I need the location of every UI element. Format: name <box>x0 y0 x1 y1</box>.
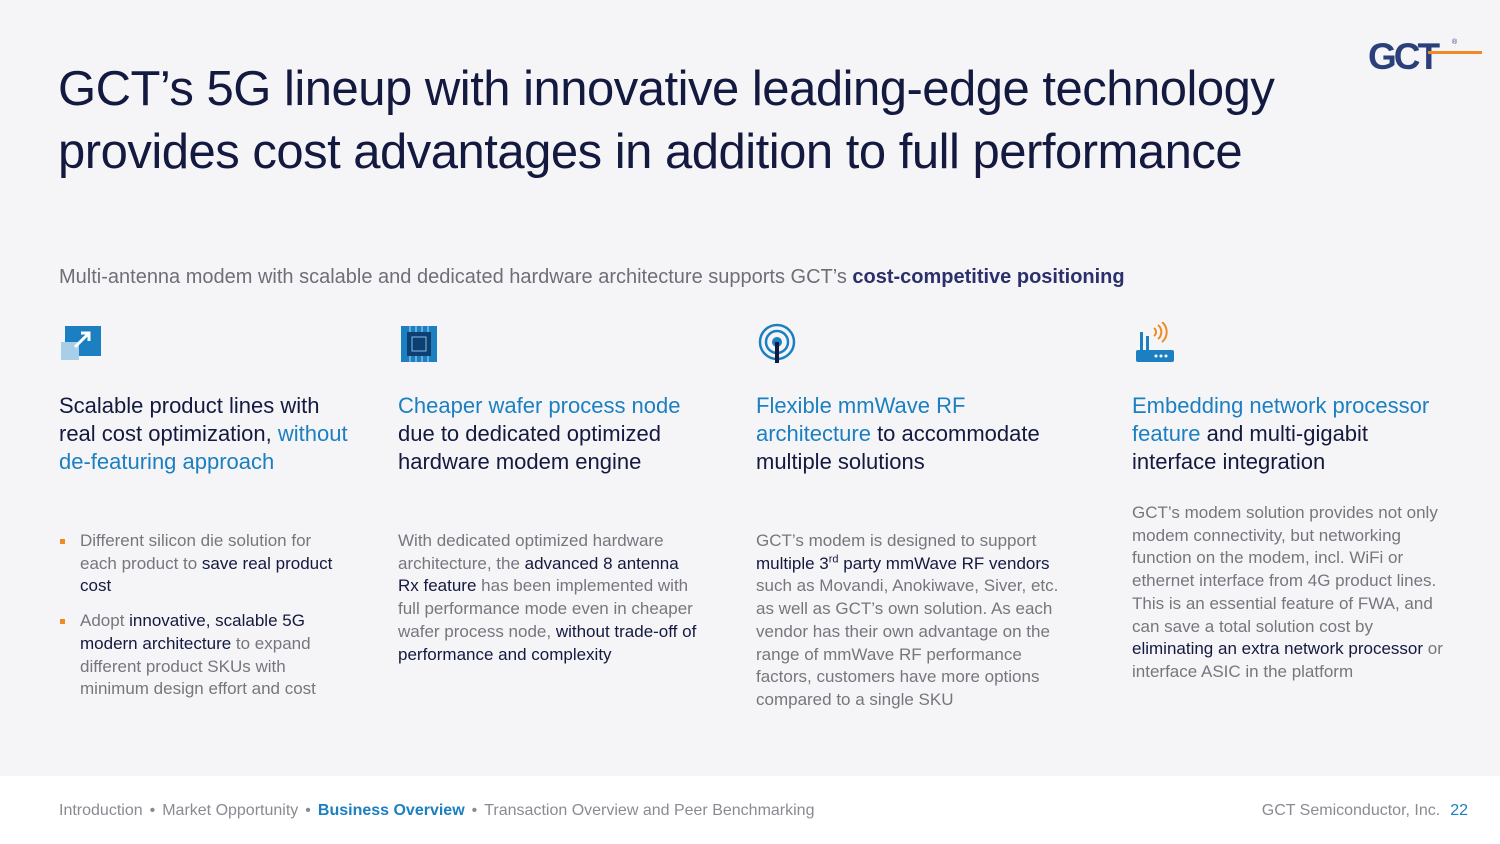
bullet-text-end: to expand different product SKUs with mi… <box>80 633 316 699</box>
heading-text: and multi-gigabit interface integration <box>1132 421 1369 474</box>
bullet-marker <box>60 539 65 544</box>
chip-icon <box>401 326 437 362</box>
nav-item-transaction-overview[interactable]: Transaction Overview and Peer Benchmarki… <box>484 802 815 819</box>
feature-column-network: Embedding network processor feature and … <box>1132 322 1452 681</box>
antenna-icon <box>758 323 796 363</box>
heading-highlight: Cheaper wafer process node <box>398 393 681 418</box>
footer-navigation: Introduction • Market Opportunity • Business… <box>59 801 814 821</box>
heading-highlight: Flexible mmWave RF architecture <box>756 393 966 446</box>
column-body: GCT’s modem is designed to support multi… <box>756 530 1076 712</box>
nav-item-introduction[interactable]: Introduction <box>59 802 143 819</box>
bullet-highlight: save real product cost <box>80 553 333 596</box>
company-name: GCT Semiconductor, Inc. <box>1261 802 1441 819</box>
heading-highlight: Embedding network processor feature <box>1132 393 1430 446</box>
nav-item-market-opportunity[interactable]: Market Opportunity <box>162 802 299 819</box>
bullet-text: Different silicon die solution for each … <box>80 531 312 573</box>
heading-highlight: without de-featuring approach <box>59 421 348 474</box>
body-highlight: multiple 3 <box>756 553 829 573</box>
column-heading: Scalable product lines with real cost op… <box>59 392 349 476</box>
page-subtitle: Multi-antenna modem with scalable and de… <box>59 264 1419 290</box>
feature-column-mmwave: Flexible mmWave RF architecture to accom… <box>756 322 1076 709</box>
body-highlight: without trade-off of performance and com… <box>398 621 697 664</box>
nav-separator: • <box>305 802 311 819</box>
bullet-text: Adopt <box>80 611 130 631</box>
logo-text: GCT <box>1368 36 1441 74</box>
body-text: GCT’s modem solution provides not only m… <box>1132 503 1438 636</box>
body-text: has been implemented with full performan… <box>398 576 693 641</box>
column-heading: Embedding network processor feature and … <box>1132 392 1452 476</box>
bullet-list: Different silicon die solution for each … <box>59 530 349 713</box>
heading-text: to accommodate multiple solutions <box>756 421 1040 474</box>
bullet-highlight: innovative, scalable 5G modern architect… <box>80 611 305 653</box>
page-title: GCT’s 5G lineup with innovative leading-… <box>58 62 1275 179</box>
list-item: Adopt innovative, scalable 5G modern arc… <box>59 610 349 701</box>
list-item: Different silicon die solution for each … <box>59 530 349 598</box>
page-number: 22 <box>1450 802 1468 819</box>
body-superscript: rd <box>828 553 839 566</box>
slide-background <box>0 0 1500 776</box>
footer <box>0 776 1500 844</box>
body-text: such as Movandi, Anokiwave, Siver, etc. … <box>756 576 1059 709</box>
heading-text: due to dedicated optimized hardware mode… <box>398 421 661 474</box>
body-highlight: eliminating an extra network processor <box>1132 639 1424 659</box>
body-highlight: advanced 8 antenna Rx feature <box>398 553 679 596</box>
body-text: GCT’s modem is designed to support <box>756 531 1037 550</box>
logo-accent-line <box>1428 51 1482 54</box>
scale-arrow-icon <box>61 326 101 360</box>
subtitle-highlight: cost-competitive positioning <box>852 266 1125 288</box>
column-heading: Flexible mmWave RF architecture to accom… <box>756 392 1066 476</box>
logo-registered-mark: ® <box>1452 38 1458 46</box>
column-body: GCT’s modem solution provides not only m… <box>1132 502 1450 684</box>
nav-separator: • <box>471 802 478 819</box>
column-body: With dedicated optimized hardware archit… <box>398 530 698 666</box>
nav-separator: • <box>149 802 156 819</box>
feature-column-wafer: Cheaper wafer process node due to dedica… <box>398 322 698 664</box>
footer-company: GCT Semiconductor, Inc. 22 <box>1262 801 1468 821</box>
body-text: With dedicated optimized hardware archit… <box>398 531 664 573</box>
router-icon <box>1136 322 1174 362</box>
heading-text: Scalable product lines with real cost op… <box>59 393 320 446</box>
subtitle-text: Multi-antenna modem with scalable and de… <box>59 266 853 288</box>
body-highlight: party mmWave RF vendors <box>838 553 1050 573</box>
bullet-marker <box>60 619 65 625</box>
nav-item-business-overview[interactable]: Business Overview <box>317 802 465 819</box>
body-text: or interface ASIC in the platform <box>1132 639 1443 681</box>
gct-logo: GCT ® <box>1366 36 1484 77</box>
feature-column-scalable: Scalable product lines with real cost op… <box>59 322 349 698</box>
column-heading: Cheaper wafer process node due to dedica… <box>398 392 698 476</box>
